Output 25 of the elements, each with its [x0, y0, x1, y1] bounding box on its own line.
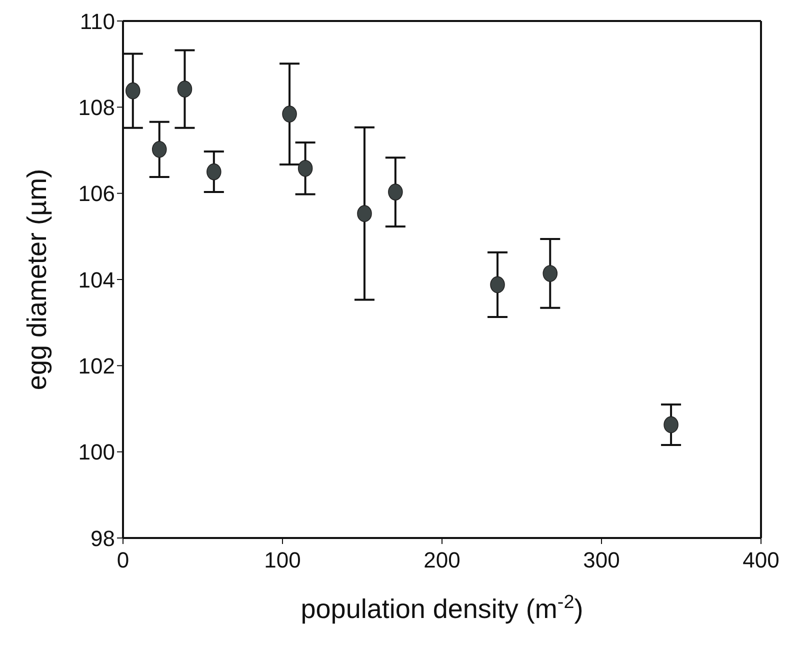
y-tick-label: 108 — [78, 94, 115, 120]
point — [125, 82, 140, 100]
point — [177, 80, 192, 98]
y-axis-title: egg diameter (µm) — [22, 168, 52, 390]
point — [206, 163, 222, 180]
point — [152, 140, 167, 158]
y-tick-label: 102 — [78, 353, 115, 378]
y-tick-label: 110 — [80, 8, 115, 34]
y-tick-label: 98 — [90, 526, 115, 551]
x-axis-title: population density (m$^{-2}$) — [300, 592, 584, 624]
point — [357, 205, 372, 222]
x-tick-label: 0 — [116, 548, 130, 573]
point — [298, 160, 313, 177]
point — [542, 265, 558, 282]
point — [664, 416, 678, 434]
x-tick-label: 100 — [264, 548, 301, 573]
point — [388, 184, 403, 200]
point — [490, 276, 505, 294]
y-tick-label: 100 — [78, 440, 115, 465]
x-tick-label: 400 — [742, 548, 780, 573]
y-tick-label: 104 — [78, 267, 115, 292]
x-tick-label: 300 — [583, 548, 620, 573]
point — [282, 106, 297, 122]
x-tick-label: 200 — [424, 548, 460, 573]
y-tick-label: 106 — [78, 181, 115, 206]
